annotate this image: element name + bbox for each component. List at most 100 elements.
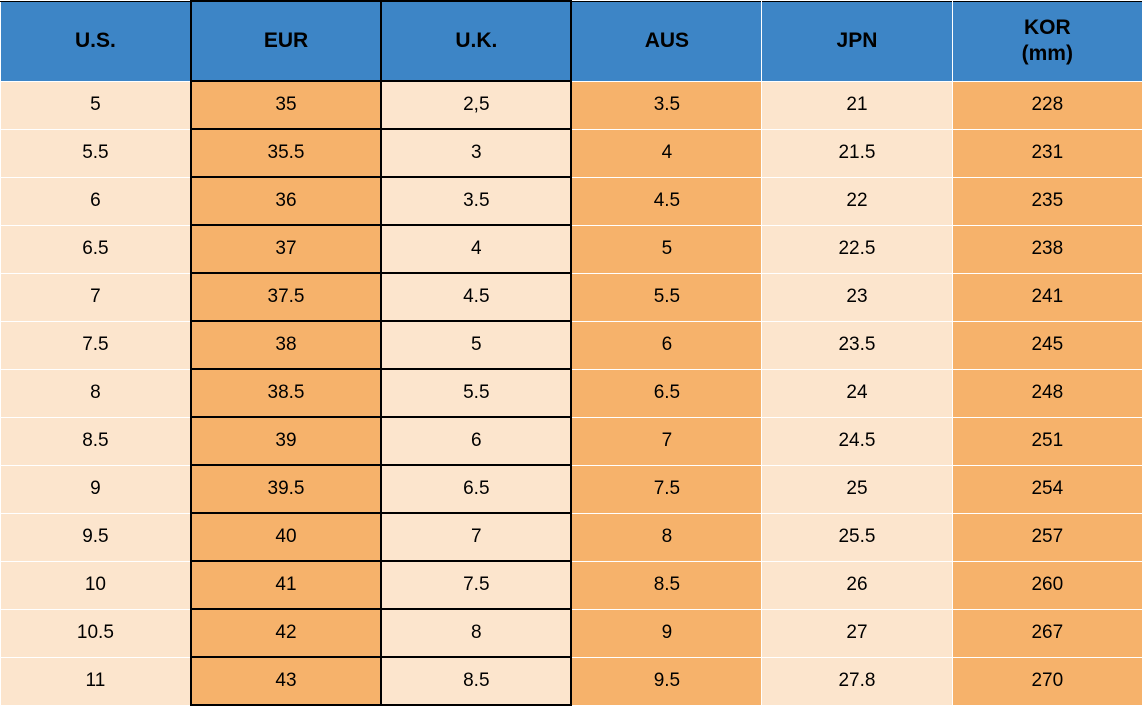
cell-eur-row1: 35 <box>189 80 383 130</box>
column-header-aus: AUS <box>570 0 763 82</box>
header-row: U.S. EUR U.K. AUS JPN KOR (mm) <box>0 0 1143 82</box>
cell-uk-row2: 3 <box>380 128 573 178</box>
cell-us-row6: 7.5 <box>0 320 192 370</box>
cell-us-row13: 11 <box>0 656 192 706</box>
cell-aus-row2: 4 <box>570 128 763 178</box>
cell-kor-row10: 257 <box>951 512 1143 562</box>
cell-aus-row11: 8.5 <box>570 560 763 610</box>
cell-aus-row7: 6.5 <box>570 368 763 418</box>
cell-jpn-row4: 22.5 <box>761 224 953 274</box>
cell-kor-row3: 235 <box>951 176 1143 226</box>
cell-aus-row6: 6 <box>570 320 763 370</box>
cell-us-row8: 8.5 <box>0 416 192 466</box>
table-body: 5 35 2,5 3.5 21 228 5.5 35.5 3 4 21.5 231 6 36 3.5 4.5 2… <box>0 80 1143 706</box>
cell-eur-row2: 35.5 <box>189 128 383 178</box>
table-row: 7.5 38 5 6 23.5 245 <box>0 320 1143 370</box>
cell-us-row5: 7 <box>0 272 192 322</box>
cell-kor-row1: 228 <box>951 80 1143 130</box>
table-header: U.S. EUR U.K. AUS JPN KOR (mm) <box>0 0 1143 82</box>
column-header-jpn: JPN <box>761 0 953 82</box>
column-header-uk: U.K. <box>380 0 573 82</box>
cell-aus-row12: 9 <box>570 608 763 658</box>
cell-uk-row5: 4.5 <box>380 272 573 322</box>
cell-aus-row1: 3.5 <box>570 80 763 130</box>
cell-uk-row3: 3.5 <box>380 176 573 226</box>
table-row: 10.5 42 8 9 27 267 <box>0 608 1143 658</box>
column-header-kor-unit: (mm) <box>1021 42 1073 65</box>
cell-kor-row8: 251 <box>951 416 1143 466</box>
cell-us-row12: 10.5 <box>0 608 192 658</box>
cell-aus-row3: 4.5 <box>570 176 763 226</box>
table-row: 9.5 40 7 8 25.5 257 <box>0 512 1143 562</box>
cell-kor-row12: 267 <box>951 608 1143 658</box>
cell-us-row10: 9.5 <box>0 512 192 562</box>
cell-kor-row13: 270 <box>951 656 1143 706</box>
cell-uk-row1: 2,5 <box>380 80 573 130</box>
cell-uk-row7: 5.5 <box>380 368 573 418</box>
column-header-us: U.S. <box>0 0 192 82</box>
cell-aus-row5: 5.5 <box>570 272 763 322</box>
cell-us-row2: 5.5 <box>0 128 192 178</box>
cell-uk-row6: 5 <box>380 320 573 370</box>
cell-aus-row9: 7.5 <box>570 464 763 514</box>
cell-uk-row4: 4 <box>380 224 573 274</box>
table-row: 5.5 35.5 3 4 21.5 231 <box>0 128 1143 178</box>
cell-us-row1: 5 <box>0 80 192 130</box>
cell-jpn-row10: 25.5 <box>761 512 953 562</box>
cell-jpn-row1: 21 <box>761 80 953 130</box>
cell-kor-row11: 260 <box>951 560 1143 610</box>
column-header-kor-label: KOR <box>1023 15 1071 39</box>
table-row: 11 43 8.5 9.5 27.8 270 <box>0 656 1143 706</box>
cell-kor-row7: 248 <box>951 368 1143 418</box>
cell-eur-row3: 36 <box>189 176 383 226</box>
cell-eur-row7: 38.5 <box>189 368 383 418</box>
cell-uk-row9: 6.5 <box>380 464 573 514</box>
cell-us-row7: 8 <box>0 368 192 418</box>
cell-eur-row8: 39 <box>189 416 383 466</box>
cell-kor-row5: 241 <box>951 272 1143 322</box>
cell-eur-row4: 37 <box>189 224 383 274</box>
cell-jpn-row12: 27 <box>761 608 953 658</box>
cell-jpn-row8: 24.5 <box>761 416 953 466</box>
cell-eur-row6: 38 <box>189 320 383 370</box>
cell-us-row3: 6 <box>0 176 192 226</box>
cell-eur-row9: 39.5 <box>189 464 383 514</box>
table-row: 9 39.5 6.5 7.5 25 254 <box>0 464 1143 514</box>
cell-jpn-row6: 23.5 <box>761 320 953 370</box>
cell-eur-row11: 41 <box>189 560 383 610</box>
cell-jpn-row13: 27.8 <box>761 656 953 706</box>
cell-us-row4: 6.5 <box>0 224 192 274</box>
table-row: 10 41 7.5 8.5 26 260 <box>0 560 1143 610</box>
cell-aus-row10: 8 <box>570 512 763 562</box>
cell-jpn-row11: 26 <box>761 560 953 610</box>
table-row: 8 38.5 5.5 6.5 24 248 <box>0 368 1143 418</box>
cell-kor-row2: 231 <box>951 128 1143 178</box>
column-header-eur: EUR <box>189 0 383 82</box>
cell-eur-row13: 43 <box>189 656 383 706</box>
cell-uk-row12: 8 <box>380 608 573 658</box>
column-header-kor: KOR (mm) <box>951 0 1143 82</box>
cell-kor-row4: 238 <box>951 224 1143 274</box>
table-row: 6.5 37 4 5 22.5 238 <box>0 224 1143 274</box>
table-row: 5 35 2,5 3.5 21 228 <box>0 80 1143 130</box>
cell-jpn-row9: 25 <box>761 464 953 514</box>
cell-us-row11: 10 <box>0 560 192 610</box>
cell-jpn-row2: 21.5 <box>761 128 953 178</box>
table-row: 8.5 39 6 7 24.5 251 <box>0 416 1143 466</box>
cell-jpn-row5: 23 <box>761 272 953 322</box>
cell-kor-row6: 245 <box>951 320 1143 370</box>
table-row: 7 37.5 4.5 5.5 23 241 <box>0 272 1143 322</box>
cell-uk-row8: 6 <box>380 416 573 466</box>
table-row: 6 36 3.5 4.5 22 235 <box>0 176 1143 226</box>
cell-uk-row10: 7 <box>380 512 573 562</box>
cell-aus-row4: 5 <box>570 224 763 274</box>
cell-uk-row13: 8.5 <box>380 656 573 706</box>
cell-eur-row5: 37.5 <box>189 272 383 322</box>
cell-us-row9: 9 <box>0 464 192 514</box>
cell-jpn-row7: 24 <box>761 368 953 418</box>
cell-jpn-row3: 22 <box>761 176 953 226</box>
cell-aus-row8: 7 <box>570 416 763 466</box>
cell-eur-row10: 40 <box>189 512 383 562</box>
cell-eur-row12: 42 <box>189 608 383 658</box>
